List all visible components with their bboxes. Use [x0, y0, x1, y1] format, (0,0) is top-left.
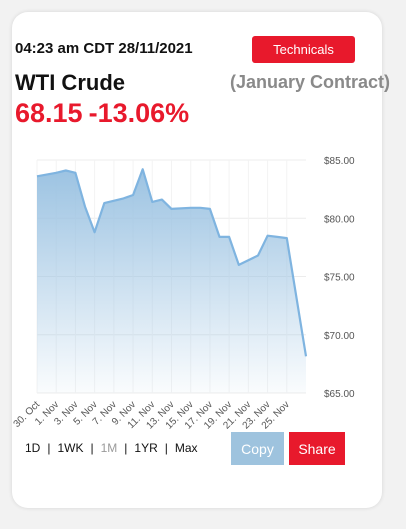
range-1yr[interactable]: 1YR — [134, 441, 158, 455]
range-1m[interactable]: 1M — [100, 441, 118, 455]
y-tick-label: $65.00 — [324, 389, 355, 400]
range-separator: | — [124, 441, 128, 455]
range-separator: | — [90, 441, 94, 455]
y-tick-label: $75.00 — [324, 273, 355, 284]
technicals-button[interactable]: Technicals — [252, 36, 355, 63]
range-separator: | — [164, 441, 168, 455]
y-tick-label: $80.00 — [324, 214, 355, 225]
range-1wk[interactable]: 1WK — [57, 441, 84, 455]
last-price: 68.15 — [15, 98, 83, 128]
y-tick-label: $85.00 — [324, 156, 355, 167]
range-1d[interactable]: 1D — [25, 441, 41, 455]
chart-series — [36, 168, 308, 393]
price-line-series — [36, 168, 308, 357]
share-button[interactable]: Share — [289, 432, 345, 465]
area-fill — [37, 169, 306, 393]
y-axis: $85.00 $80.00 $75.00 $70.00 $65.00 — [324, 156, 355, 400]
range-separator: | — [47, 441, 51, 455]
range-max[interactable]: Max — [174, 441, 198, 455]
copy-button[interactable]: Copy — [231, 432, 284, 465]
price-change: -13.06% — [88, 98, 190, 128]
y-tick-label: $70.00 — [324, 331, 355, 342]
instrument-name: WTI Crude — [15, 70, 125, 95]
range-selector: 1D | 1WK | 1M | 1YR | Max — [24, 441, 199, 455]
quote-timestamp: 04:23 am CDT 28/11/2021 — [15, 40, 193, 57]
contract-label: (January Contract) — [229, 72, 390, 92]
price-line: 68.15 -13.06% — [15, 98, 195, 129]
